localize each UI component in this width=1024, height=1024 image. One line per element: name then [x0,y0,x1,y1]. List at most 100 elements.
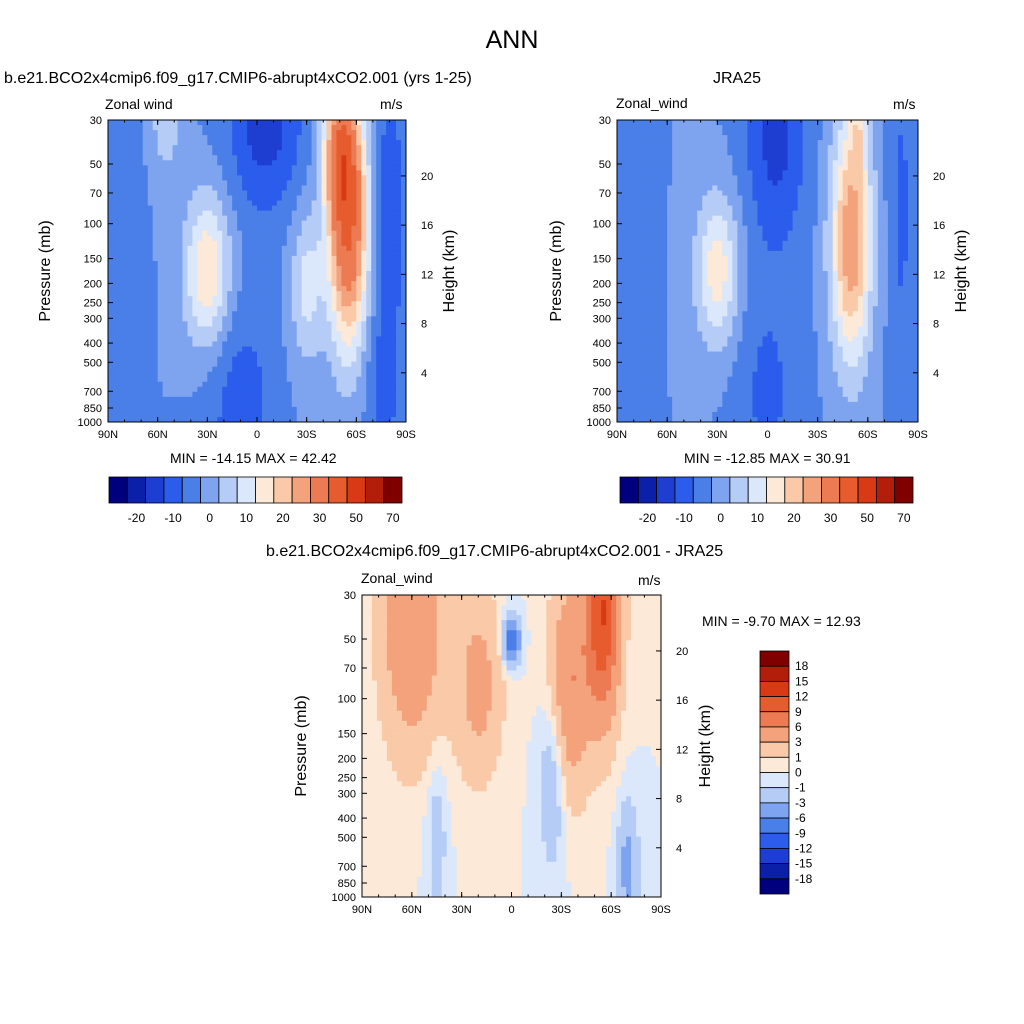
field-cell [132,331,139,337]
field-cell [227,291,233,297]
field-cell [222,205,228,212]
field-cell [237,306,243,312]
field-cell [112,331,119,337]
field-cell [182,331,188,337]
field-cell [622,351,628,358]
field-cell [117,160,124,166]
field-cell [717,235,723,242]
field-cell [371,260,377,267]
field-cell [162,301,169,307]
field-cell [672,301,678,307]
field-cell [242,120,248,126]
field-cell [197,386,203,393]
field-cell [677,351,683,358]
field-cell [212,346,218,353]
field-cell [281,170,288,176]
field-cell [396,276,402,282]
field-cell [147,250,154,257]
field-cell [697,286,703,292]
field-cell [351,311,357,317]
field-cell [301,250,308,257]
field-cell [172,230,179,237]
field-cell [371,281,377,287]
field-cell [172,336,179,342]
field-cell [127,406,134,413]
field-cell [667,331,673,337]
field-cell [212,406,218,413]
field-cell [647,170,653,176]
field-cell [632,260,638,267]
field-cell [311,260,318,267]
field-cell [281,366,288,373]
field-cell [187,220,193,227]
field-cell [142,200,149,207]
field-cell [187,190,193,196]
field-cell [157,170,164,176]
field-cell [172,185,179,191]
field-cell [366,130,372,136]
field-cell [222,346,228,353]
field-cell [187,301,193,307]
field-cell [687,165,693,171]
field-cell [112,376,119,383]
field-cell [112,195,119,202]
field-cell [281,265,288,272]
field-cell [127,381,134,388]
field-cell [192,150,198,156]
field-cell [147,145,154,151]
field-cell [157,281,164,287]
field-cell [147,230,154,237]
field-cell [147,215,154,222]
field-cell [311,210,318,217]
field-cell [122,376,129,383]
field-cell [667,200,673,207]
field-cell [361,150,367,156]
field-cell [667,366,673,373]
field-cell [117,245,124,252]
field-cell [341,190,347,196]
field-cell [261,255,268,262]
field-cell [722,346,728,353]
field-cell [227,276,233,282]
field-cell [207,276,213,282]
field-cell [122,286,129,292]
field-cell [281,376,288,383]
field-cell [157,235,164,242]
field-cell [108,155,114,161]
field-cell [622,250,628,257]
field-cell [316,296,323,302]
field-cell [366,165,372,171]
field-cell [182,286,188,292]
field-cell [242,215,248,222]
field-cell [657,331,663,337]
field-cell [346,125,352,131]
panel1-field-label: Zonal wind [105,96,173,112]
field-cell [376,411,382,418]
field-cell [642,265,648,272]
field-cell [657,210,663,217]
field-cell [117,371,124,378]
field-cell [122,296,129,302]
field-cell [346,296,352,302]
field-cell [162,235,169,242]
field-cell [366,120,372,126]
field-cell [717,346,723,353]
field-cell [281,205,288,212]
field-cell [672,376,678,383]
field-cell [632,391,638,398]
field-cell [237,331,243,337]
field-cell [702,260,708,267]
field-cell [232,180,238,186]
field-cell [157,306,164,312]
field-cell [396,416,402,423]
field-cell [271,170,278,176]
field-cell [662,260,668,267]
field-cell [242,271,248,277]
field-cell [137,351,144,358]
field-cell [172,125,179,131]
field-cell [122,190,129,196]
field-cell [617,240,623,247]
field-cell [667,125,673,131]
field-cell [192,411,198,418]
field-cell [376,281,382,287]
